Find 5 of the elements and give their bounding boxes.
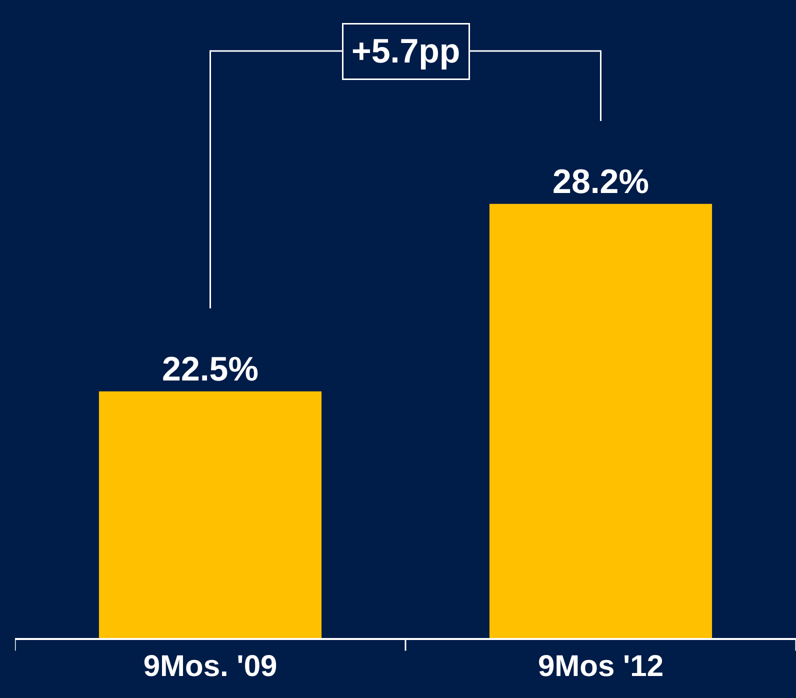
annotation: +5.7pp xyxy=(352,32,460,70)
x-tick-label: 9Mos. '09 xyxy=(143,650,278,683)
x-tick-label: 9Mos '12 xyxy=(538,650,664,683)
data-label: 28.2% xyxy=(552,162,649,201)
data-label: 22.5% xyxy=(162,350,258,388)
